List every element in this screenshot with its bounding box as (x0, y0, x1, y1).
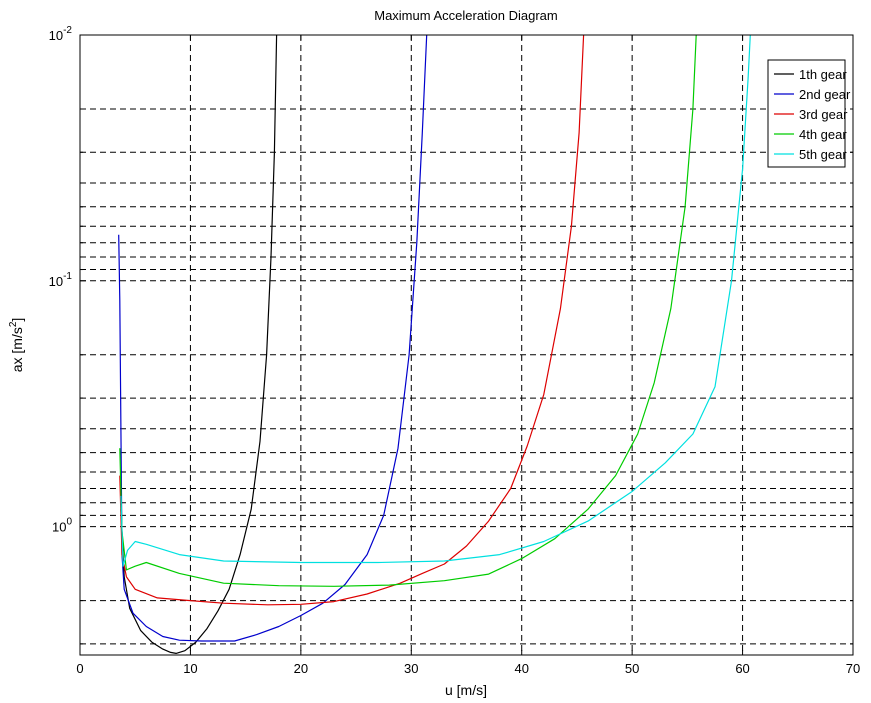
series-lines (118, 34, 751, 655)
y-tick-label-base: 10 (52, 520, 66, 535)
x-tick-label: 70 (846, 661, 860, 676)
y-tick-label: 10-2 (49, 25, 73, 43)
grid (80, 35, 853, 655)
y-tick-label-base: 10 (49, 28, 63, 43)
x-tick-label: 20 (294, 661, 308, 676)
series-line-1th-gear (120, 34, 278, 655)
legend-label: 5th gear (799, 147, 847, 162)
chart-title: Maximum Acceleration Diagram (374, 8, 558, 23)
x-tick-label: 0 (76, 661, 83, 676)
legend-label: 1th gear (799, 67, 847, 82)
y-axis-label: ax [m/s2] (8, 318, 25, 373)
legend-label: 2nd gear (799, 87, 851, 102)
y-tick-label-exponent: -2 (63, 25, 72, 36)
series-line-4th-gear (119, 34, 697, 587)
series-line-3rd-gear (119, 34, 585, 606)
y-axis-label-sup: 2 (8, 321, 19, 327)
legend-label: 4th gear (799, 127, 847, 142)
y-tick-label: 10-1 (49, 271, 73, 289)
series-line-2nd-gear (118, 34, 428, 642)
x-tick-label: 60 (735, 661, 749, 676)
x-tick-label: 50 (625, 661, 639, 676)
legend-label: 3rd gear (799, 107, 848, 122)
y-tick-label: 100 (52, 517, 72, 535)
y-tick-label-exponent: 0 (66, 517, 72, 528)
y-tick-label-exponent: -1 (63, 271, 72, 282)
x-tick-label: 10 (183, 661, 197, 676)
y-tick-label-base: 10 (49, 274, 63, 289)
plot-frame (79, 34, 854, 656)
x-axis-label: u [m/s] (445, 682, 487, 698)
y-axis-label-end: ] (9, 318, 25, 322)
x-tick-label: 40 (514, 661, 528, 676)
series-line-5th-gear (120, 34, 751, 567)
y-axis-label-base: ax [m/s (9, 327, 25, 372)
legend: 1th gear 2nd gear 3rd gear 4th gear 5th gear (767, 59, 851, 168)
x-tick-label: 30 (404, 661, 418, 676)
